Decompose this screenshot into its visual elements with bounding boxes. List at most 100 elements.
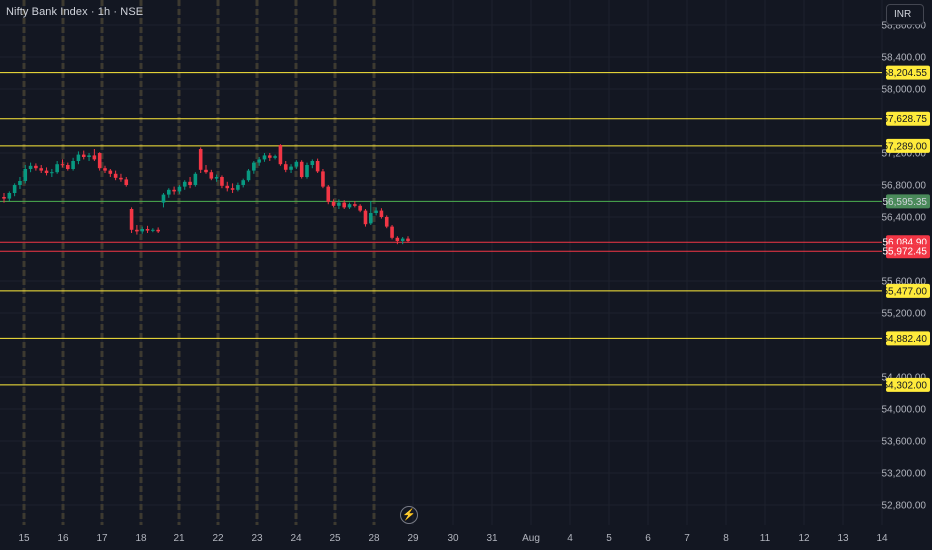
candle-body[interactable] [124, 179, 129, 185]
candle-body[interactable] [395, 237, 400, 241]
candle-body[interactable] [76, 154, 81, 161]
candle-body[interactable] [390, 226, 394, 238]
candle-body[interactable] [60, 164, 65, 166]
candle-body[interactable] [156, 229, 160, 232]
time-axis-label: 17 [96, 533, 108, 544]
candle-body[interactable] [135, 229, 139, 232]
candle-body[interactable] [71, 161, 75, 169]
candle-body[interactable] [241, 180, 246, 185]
candle-body[interactable] [294, 161, 299, 167]
candle-body[interactable] [363, 210, 368, 225]
candle-body[interactable] [188, 181, 192, 185]
level-price-tag[interactable] [886, 283, 930, 298]
candle-body[interactable] [204, 169, 208, 173]
candle-body[interactable] [252, 162, 256, 171]
candle-body[interactable] [7, 193, 12, 199]
candle-body[interactable] [193, 173, 198, 185]
candle-body[interactable] [81, 154, 86, 157]
candle-body[interactable] [374, 210, 378, 213]
level-price-tag[interactable] [886, 194, 930, 209]
candle-body[interactable] [151, 229, 155, 231]
candle-body[interactable] [166, 189, 171, 195]
candle-body[interactable] [379, 210, 384, 217]
price-axis-label: 56,400.00 [882, 213, 927, 224]
candle-body[interactable] [108, 170, 113, 174]
candle-body[interactable] [18, 181, 22, 185]
candle-body[interactable] [55, 164, 59, 173]
candle-body[interactable] [65, 165, 70, 169]
candle-body[interactable] [230, 188, 235, 190]
time-axis-label: 4 [567, 533, 573, 544]
candle-body[interactable] [39, 168, 44, 171]
price-axis-label: 58,400.00 [882, 53, 927, 64]
level-price-tag[interactable] [886, 331, 930, 346]
candle-body[interactable] [337, 202, 341, 206]
candle-body[interactable] [50, 172, 54, 174]
candle-body[interactable] [145, 229, 150, 231]
candle-body[interactable] [406, 238, 410, 241]
candle-body[interactable] [368, 213, 373, 224]
candle-body[interactable] [347, 204, 352, 208]
price-axis-label: 58,800.00 [882, 21, 927, 32]
candle-body[interactable] [44, 170, 49, 173]
candle-body[interactable] [236, 185, 240, 190]
candle-body[interactable] [262, 155, 267, 160]
candle-body[interactable] [246, 170, 251, 181]
candle-body[interactable] [214, 177, 219, 179]
candle-body[interactable] [305, 165, 309, 177]
candle-body[interactable] [358, 205, 362, 211]
candle-body[interactable] [220, 177, 224, 186]
level-price-tag[interactable] [886, 111, 930, 126]
currency-button[interactable]: INR [886, 4, 924, 25]
candle-body[interactable] [321, 171, 325, 187]
candle-body[interactable] [384, 217, 389, 227]
candle-body[interactable] [289, 166, 293, 170]
candle-body[interactable] [353, 204, 357, 206]
candle-body[interactable] [225, 185, 230, 189]
candle-body[interactable] [140, 229, 145, 232]
candle-body[interactable] [273, 156, 277, 158]
candle-body[interactable] [103, 168, 107, 171]
price-axis-label: 53,200.00 [882, 469, 927, 480]
candle-body[interactable] [23, 169, 28, 181]
candle-body[interactable] [198, 149, 203, 170]
candle-body[interactable] [182, 181, 187, 187]
candle-body[interactable] [278, 145, 283, 165]
candle-body[interactable] [400, 238, 405, 241]
time-axis-label: 29 [407, 533, 419, 544]
candle-body[interactable] [161, 194, 166, 203]
level-price-tag[interactable] [886, 138, 930, 153]
candle-body[interactable] [28, 165, 33, 169]
level-price-tag[interactable] [886, 65, 930, 80]
price-axis-label: 58,000.00 [882, 85, 927, 96]
candle-body[interactable] [34, 165, 38, 169]
candle-body[interactable] [283, 164, 288, 170]
candle-body[interactable] [172, 189, 176, 192]
candle-body[interactable] [177, 186, 182, 192]
candle-body[interactable] [299, 161, 304, 177]
level-price-tag[interactable] [886, 244, 930, 259]
candle-body[interactable] [12, 185, 17, 193]
candle-body[interactable] [113, 173, 118, 178]
candle-body[interactable] [92, 155, 97, 160]
price-axis-label: 57,200.00 [882, 149, 927, 160]
candle-body[interactable] [310, 161, 315, 165]
candle-body[interactable] [97, 153, 102, 169]
candle-body[interactable] [267, 155, 272, 158]
candle-body[interactable] [326, 186, 331, 202]
symbol-title: Nifty Bank Index · 1h · NSE [6, 6, 144, 18]
candle-body[interactable] [129, 209, 134, 230]
candle-body[interactable] [331, 201, 336, 206]
candle-body[interactable] [257, 159, 261, 163]
level-price-label: 54,882.40 [883, 334, 928, 345]
level-price-tag[interactable] [886, 377, 930, 392]
candle-body[interactable] [119, 177, 123, 180]
candle-body[interactable] [87, 155, 91, 157]
candle-body[interactable] [2, 197, 6, 199]
lightning-icon[interactable]: ⚡ [400, 506, 418, 524]
candle-body[interactable] [315, 161, 320, 172]
candle-body[interactable] [209, 172, 214, 179]
time-axis-label: 11 [760, 533, 771, 544]
candle-body[interactable] [342, 202, 347, 208]
